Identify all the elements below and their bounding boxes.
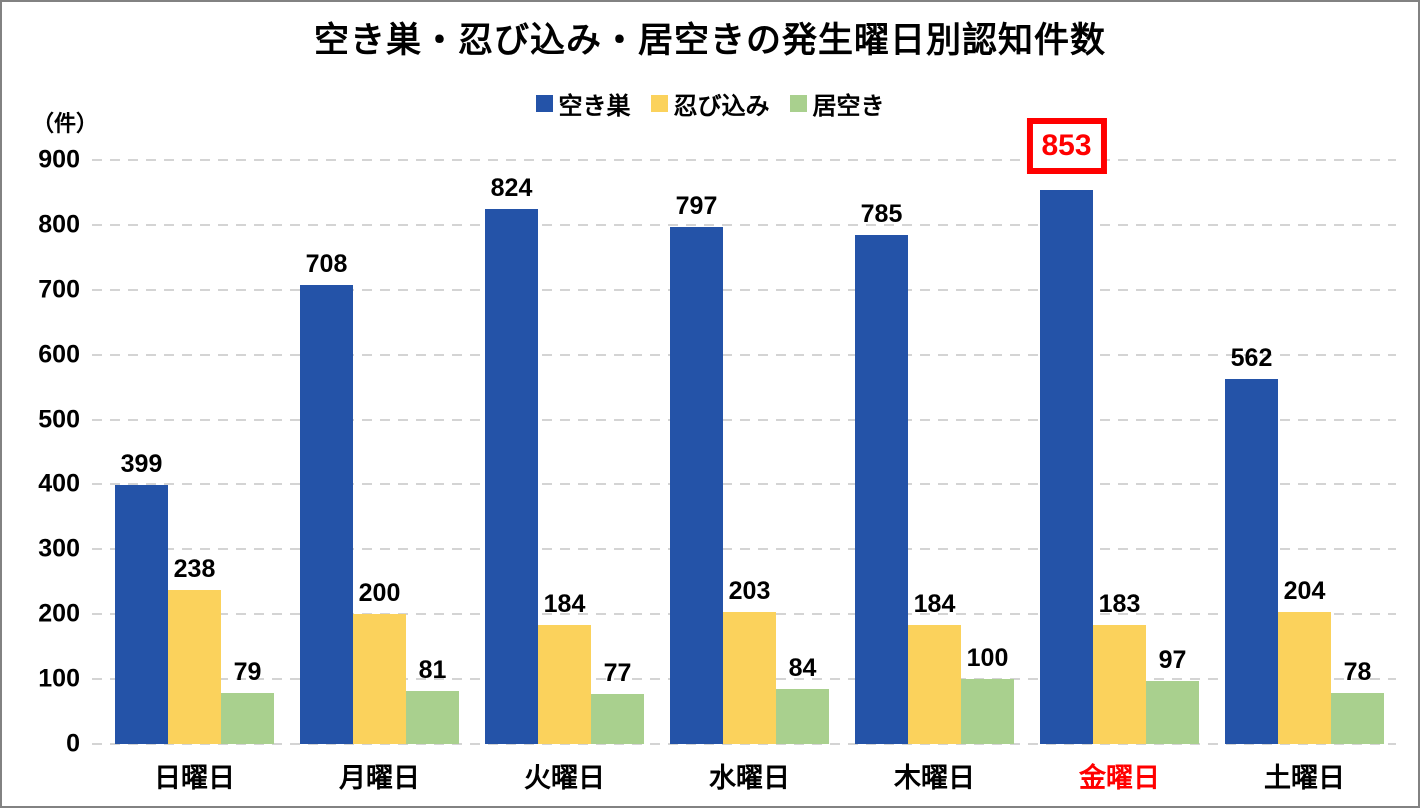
bar-series2-月曜日 bbox=[406, 691, 459, 744]
value-label-series1-月曜日: 200 bbox=[358, 579, 401, 608]
value-label-series2-火曜日: 77 bbox=[603, 659, 632, 688]
gridline-500 bbox=[92, 418, 1396, 421]
gridline-700 bbox=[92, 288, 1396, 291]
value-label-series0-火曜日: 824 bbox=[490, 174, 533, 203]
gridline-800 bbox=[92, 223, 1396, 226]
y-axis-tick-200: 200 bbox=[38, 599, 80, 628]
y-axis-unit-label: （件） bbox=[32, 111, 99, 136]
x-axis-label-金曜日: 金曜日 bbox=[1079, 763, 1160, 793]
value-label-series0-日曜日: 399 bbox=[120, 450, 163, 479]
gridline-900 bbox=[92, 159, 1396, 161]
value-label-series2-日曜日: 79 bbox=[233, 657, 262, 686]
legend-item-shinobikomi: 忍び込み bbox=[650, 86, 770, 121]
bar-series2-日曜日 bbox=[221, 692, 274, 744]
y-axis-tick-900: 900 bbox=[38, 145, 80, 174]
bar-series1-金曜日 bbox=[1093, 625, 1146, 744]
value-label-series2-土曜日: 78 bbox=[1343, 658, 1372, 687]
value-label-series2-木曜日: 100 bbox=[966, 644, 1009, 673]
value-label-series0-水曜日: 797 bbox=[675, 191, 718, 220]
y-axis-tick-500: 500 bbox=[38, 405, 80, 434]
bar-series2-水曜日 bbox=[776, 689, 829, 744]
x-axis-label-火曜日: 火曜日 bbox=[524, 763, 605, 793]
bar-series1-月曜日 bbox=[353, 614, 406, 744]
legend: 空き巣 忍び込み 居空き bbox=[2, 86, 1418, 121]
bar-series0-月曜日 bbox=[300, 284, 353, 744]
bar-series0-日曜日 bbox=[115, 485, 168, 744]
gridline-400 bbox=[92, 483, 1396, 486]
value-label-series2-金曜日: 97 bbox=[1158, 646, 1187, 675]
legend-item-akisu: 空き巣 bbox=[535, 86, 631, 121]
legend-label-akisu: 空き巣 bbox=[558, 93, 631, 120]
y-axis-tick-100: 100 bbox=[38, 664, 80, 693]
bar-series0-火曜日 bbox=[485, 209, 538, 744]
legend-swatch-shinobikomi-icon bbox=[650, 95, 668, 112]
bar-series0-木曜日 bbox=[855, 234, 908, 744]
legend-swatch-akisu-icon bbox=[535, 95, 553, 112]
bar-series2-火曜日 bbox=[591, 694, 644, 744]
value-label-series1-日曜日: 238 bbox=[173, 554, 216, 583]
value-label-series1-金曜日: 183 bbox=[1098, 590, 1141, 619]
bar-series0-水曜日 bbox=[670, 226, 723, 744]
y-axis-tick-300: 300 bbox=[38, 534, 80, 563]
bar-series0-金曜日 bbox=[1040, 190, 1093, 744]
value-label-series0-月曜日: 708 bbox=[305, 249, 348, 278]
bar-series1-水曜日 bbox=[723, 612, 776, 744]
value-label-series1-火曜日: 184 bbox=[543, 589, 586, 618]
y-axis-tick-600: 600 bbox=[38, 340, 80, 369]
legend-item-iaki: 居空き bbox=[789, 86, 885, 121]
legend-swatch-iaki-icon bbox=[789, 95, 807, 112]
x-axis-label-月曜日: 月曜日 bbox=[339, 763, 420, 793]
bar-series1-日曜日 bbox=[168, 589, 221, 744]
bar-series0-土曜日 bbox=[1225, 379, 1278, 744]
value-label-series1-水曜日: 203 bbox=[728, 577, 771, 606]
x-axis-label-日曜日: 日曜日 bbox=[154, 763, 235, 793]
bar-series1-火曜日 bbox=[538, 624, 591, 744]
y-axis-tick-800: 800 bbox=[38, 210, 80, 239]
bar-series2-土曜日 bbox=[1331, 693, 1384, 744]
y-axis-tick-400: 400 bbox=[38, 469, 80, 498]
chart-title: 空き巣・忍び込み・居空きの発生曜日別認知件数 bbox=[313, 21, 1106, 60]
value-label-series1-木曜日: 184 bbox=[913, 589, 956, 618]
x-axis-label-土曜日: 土曜日 bbox=[1264, 763, 1345, 793]
value-label-series0-土曜日: 562 bbox=[1230, 344, 1273, 373]
bar-series1-土曜日 bbox=[1278, 611, 1331, 744]
bar-series1-木曜日 bbox=[908, 624, 961, 744]
y-axis-tick-0: 0 bbox=[66, 729, 80, 758]
value-label-series2-水曜日: 84 bbox=[788, 654, 817, 683]
value-label-series2-月曜日: 81 bbox=[418, 656, 447, 685]
legend-label-iaki: 居空き bbox=[812, 93, 885, 120]
gridline-0 bbox=[92, 743, 1396, 745]
y-axis-tick-700: 700 bbox=[38, 275, 80, 304]
gridline-300 bbox=[92, 548, 1396, 551]
bar-series2-金曜日 bbox=[1146, 681, 1199, 744]
x-axis-label-水曜日: 水曜日 bbox=[709, 763, 790, 793]
value-label-series0-木曜日: 785 bbox=[860, 199, 903, 228]
gridline-600 bbox=[92, 353, 1396, 356]
value-label-series1-土曜日: 204 bbox=[1283, 576, 1326, 605]
x-axis-label-木曜日: 木曜日 bbox=[894, 763, 975, 793]
bar-series2-木曜日 bbox=[961, 679, 1014, 744]
value-label-series0-金曜日: 853 bbox=[1026, 118, 1107, 175]
legend-label-shinobikomi: 忍び込み bbox=[673, 93, 770, 120]
